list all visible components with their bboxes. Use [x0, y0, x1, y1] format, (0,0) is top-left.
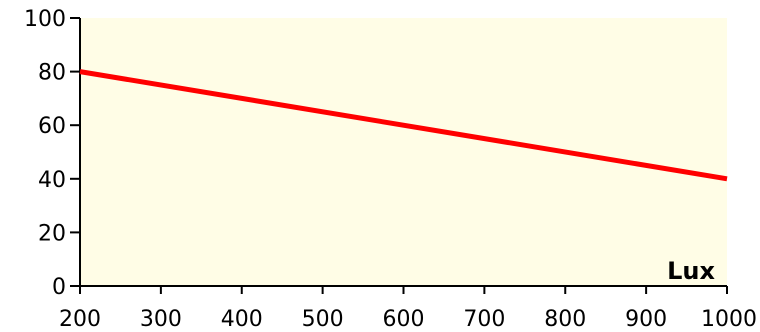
y-tick-label: 40 — [38, 168, 66, 193]
x-tick-label: 1000 — [701, 307, 757, 332]
x-axis-ticks: 200 300 400 500 600 700 800 900 1000 — [59, 286, 757, 332]
x-tick-label: 800 — [544, 307, 586, 332]
plot-area — [80, 18, 727, 286]
x-tick-label: 200 — [59, 307, 101, 332]
y-axis-ticks: 0 20 40 60 80 100 — [24, 7, 80, 300]
x-tick-label: 500 — [302, 307, 344, 332]
x-tick-label: 700 — [463, 307, 505, 332]
x-tick-label: 300 — [140, 307, 182, 332]
x-tick-label: 600 — [383, 307, 425, 332]
series-group — [79, 69, 728, 182]
y-tick-label: 100 — [24, 7, 66, 32]
series-line — [79, 69, 728, 182]
y-tick-label: 60 — [38, 114, 66, 139]
y-tick-label: 20 — [38, 221, 66, 246]
y-tick-label: 0 — [52, 275, 66, 300]
x-axis-title: Lux — [667, 257, 715, 285]
y-tick-label: 80 — [38, 61, 66, 86]
x-tick-label: 900 — [625, 307, 667, 332]
x-tick-label: 400 — [221, 307, 263, 332]
